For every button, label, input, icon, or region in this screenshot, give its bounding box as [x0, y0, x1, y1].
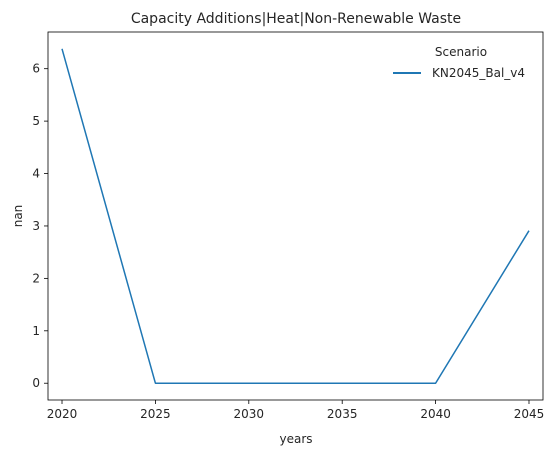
x-tick-label: 2045	[514, 407, 545, 421]
legend: Scenario KN2045_Bal_v4	[393, 45, 525, 80]
x-tick-label: 2035	[327, 407, 358, 421]
y-axis-label: nan	[11, 205, 25, 228]
y-tick-label: 4	[32, 167, 40, 181]
x-axis-label: years	[279, 432, 312, 446]
legend-title: Scenario	[435, 45, 487, 59]
series-line	[61, 48, 530, 384]
chart-title: Capacity Additions|Heat|Non-Renewable Wa…	[131, 11, 461, 27]
x-tick-label: 2020	[47, 407, 78, 421]
legend-entry-label: KN2045_Bal_v4	[432, 66, 525, 80]
y-tick-label: 0	[32, 376, 40, 390]
plot-area: 2020 2025 2030 2035 2040 2045 0 1 2 3 4 5 6	[32, 31, 545, 421]
x-tick-label: 2030	[234, 407, 265, 421]
y-tick-label: 2	[32, 271, 40, 285]
x-tick-label: 2025	[140, 407, 171, 421]
y-tick-label: 1	[32, 324, 40, 338]
y-tick-label: 6	[32, 62, 40, 76]
x-tick-label: 2040	[420, 407, 451, 421]
y-tick-label: 3	[32, 219, 40, 233]
plot-frame	[47, 31, 544, 401]
y-tick-label: 5	[32, 114, 40, 128]
